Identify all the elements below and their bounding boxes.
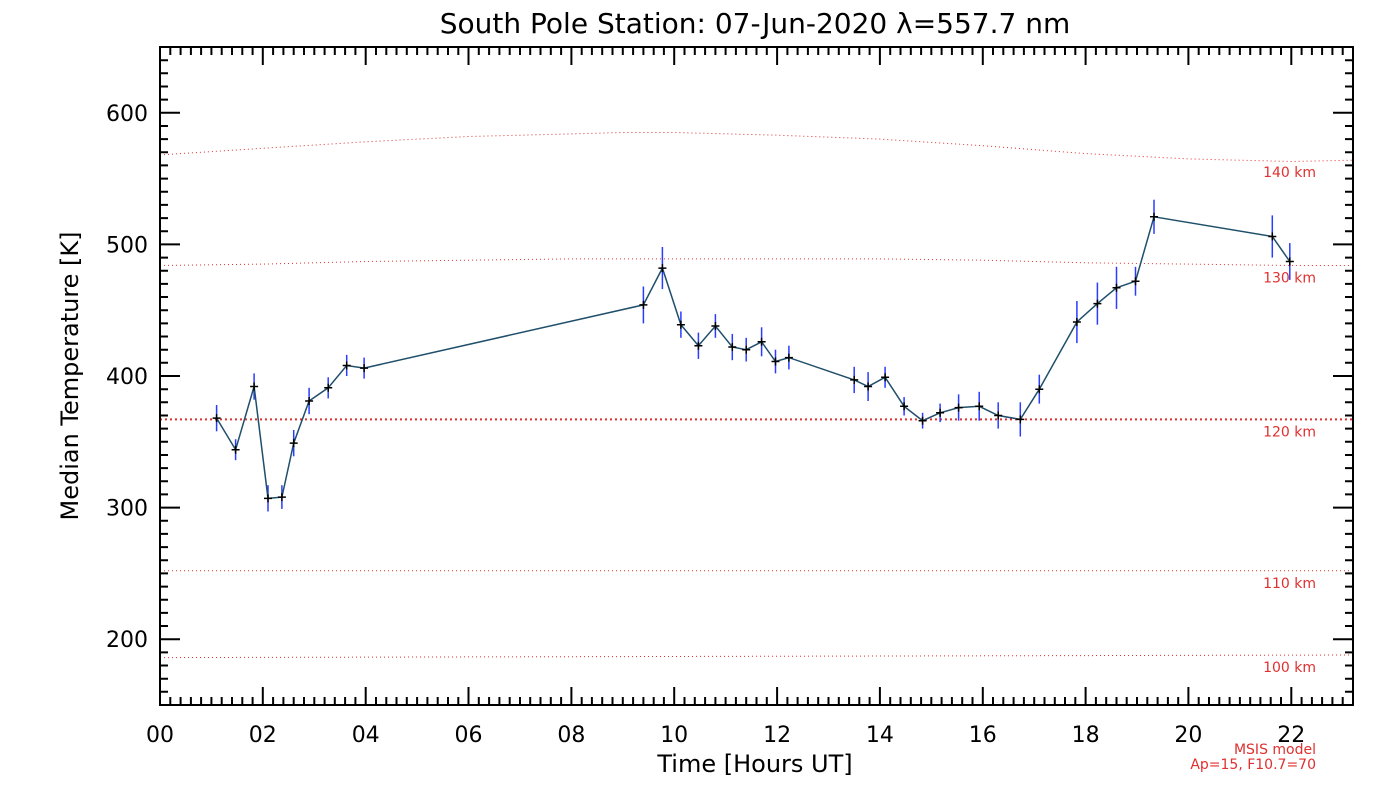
data-point: [658, 264, 667, 273]
msis-params-note: Ap=15, F10.7=70: [1190, 757, 1316, 773]
data-point: [1131, 277, 1140, 286]
data-point: [994, 411, 1003, 420]
y-axis-label: Median Temperature [K]: [56, 231, 84, 520]
reference-line-3: [159, 258, 1353, 266]
data-point: [711, 322, 720, 330]
error-bars: [215, 199, 1291, 512]
x-tick-label: 02: [249, 723, 277, 748]
chart-title: South Pole Station: 07-Jun-2020 λ=557.7 …: [440, 7, 1071, 40]
x-tick-label: 16: [969, 723, 997, 748]
x-tick-label: 04: [352, 723, 380, 748]
y-tick-label: 200: [106, 628, 148, 653]
data-point: [324, 383, 333, 392]
data-point: [250, 382, 259, 391]
x-tick-label: 18: [1072, 723, 1100, 748]
data-point: [850, 375, 859, 384]
y-tick-label: 500: [106, 233, 148, 258]
x-tick-label: 12: [763, 723, 791, 748]
data-point: [264, 494, 272, 503]
data-point: [694, 341, 703, 350]
y-tick-label: 600: [106, 102, 148, 127]
data-point: [1016, 415, 1025, 424]
x-tick-label: 20: [1174, 723, 1202, 748]
data-point: [1268, 232, 1277, 241]
x-tick-label: 08: [557, 723, 585, 748]
x-tick-marks: [159, 47, 1354, 705]
y-tick-label: 400: [106, 365, 148, 390]
x-tick-label: 00: [146, 723, 174, 748]
data-point: [975, 402, 984, 411]
data-point: [289, 439, 298, 448]
data-point: [212, 414, 221, 423]
x-tick-label: 10: [660, 723, 688, 748]
data-point: [360, 364, 369, 373]
data-point: [277, 493, 286, 502]
data-point: [1093, 299, 1102, 308]
data-point: [1285, 257, 1294, 266]
data-point: [676, 320, 685, 329]
y-axis-ticks: [160, 46, 1353, 706]
altitude-label-2: 120 km: [1263, 424, 1316, 440]
data-point: [1072, 318, 1081, 326]
data-point: [1150, 212, 1158, 221]
x-tick-label: 14: [866, 723, 894, 748]
data-point: [954, 403, 963, 412]
reference-line-0: [159, 654, 1354, 659]
data-point: [342, 361, 351, 370]
series-line: [215, 215, 1291, 500]
x-axis-tick-labels: 00 02 04 06 08 10 12 14 16 18 20 22: [146, 723, 1305, 748]
data-point: [742, 345, 751, 354]
data-point: [305, 397, 314, 405]
data-point: [757, 337, 766, 346]
data-point: [864, 382, 873, 391]
data-point: [639, 300, 648, 309]
data-point: [1035, 385, 1044, 394]
data-point: [900, 402, 909, 411]
data-point: [784, 353, 793, 362]
y-axis-tick-labels: 200 300 400 500 600: [106, 102, 148, 653]
altitude-label-0: 100 km: [1263, 660, 1316, 676]
data-point: [231, 445, 240, 454]
altitude-label-4: 140 km: [1263, 165, 1316, 181]
data-point: [881, 373, 890, 382]
y-tick-label: 300: [106, 497, 148, 522]
data-markers: [212, 212, 1294, 503]
reference-line-4: [159, 132, 1354, 163]
x-tick-label: 22: [1277, 723, 1305, 748]
x-axis-label: Time [Hours UT]: [656, 750, 852, 778]
altitude-label-1: 110 km: [1263, 576, 1316, 592]
data-point: [936, 408, 945, 417]
data-point: [918, 416, 927, 425]
y-tick-marks: [160, 46, 1353, 706]
data-point: [1112, 283, 1121, 292]
msis-model-note: MSIS model: [1234, 742, 1316, 758]
x-tick-label: 06: [455, 723, 483, 748]
temperature-series: [215, 215, 1291, 500]
x-axis-ticks: [159, 47, 1354, 705]
msis-reference-lines: [159, 132, 1354, 659]
data-point: [771, 357, 780, 366]
data-point: [728, 343, 737, 351]
